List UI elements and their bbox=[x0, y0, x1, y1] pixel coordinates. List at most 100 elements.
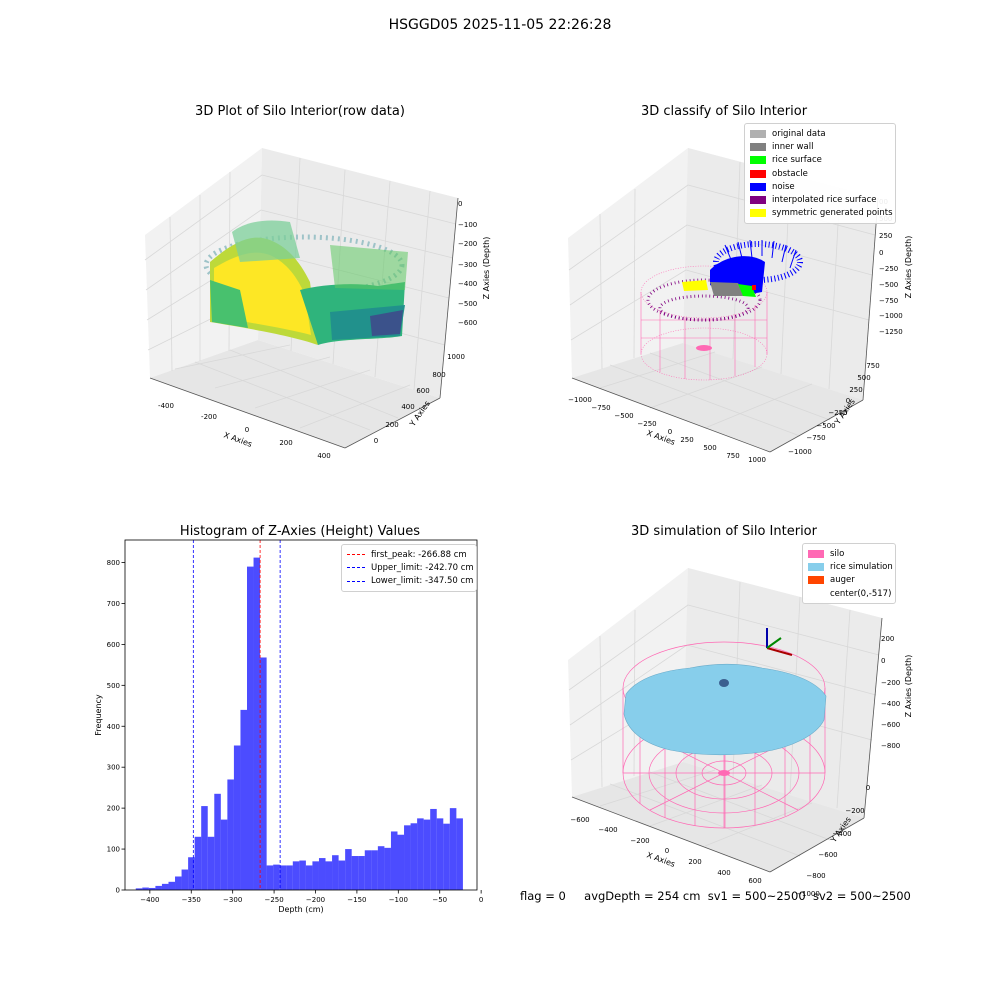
histogram-bar bbox=[220, 819, 228, 890]
y-tick-label: 500 bbox=[107, 682, 120, 690]
legend-label: noise bbox=[772, 181, 795, 192]
histogram-bar bbox=[345, 849, 352, 890]
histogram-bar bbox=[253, 557, 261, 890]
histogram-bar bbox=[227, 779, 234, 890]
legend-entry: first_peak: -266.88 cm bbox=[347, 548, 471, 561]
x-tick-label: −100 bbox=[389, 896, 408, 904]
legend-entry: Upper_limit: -242.70 cm bbox=[347, 561, 474, 574]
legend-entry: inner wall bbox=[750, 140, 890, 153]
histogram-bar bbox=[305, 865, 313, 890]
legend-label: Lower_limit: -347.50 cm bbox=[371, 576, 474, 587]
histogram-bar bbox=[279, 865, 287, 890]
svg-text:250: 250 bbox=[680, 436, 693, 444]
legend-label: center(0,-517) bbox=[830, 588, 892, 599]
legend-label: inner wall bbox=[772, 141, 814, 152]
panel1-y-tick: 800 bbox=[432, 371, 445, 379]
legend-entry: silo bbox=[808, 547, 890, 560]
status-footer: flag = 0 avgDepth = 254 cm sv1 = 500~250… bbox=[520, 889, 911, 903]
legend-label: silo bbox=[830, 548, 845, 559]
svg-text:750: 750 bbox=[866, 362, 879, 370]
svg-text:−1000: −1000 bbox=[879, 312, 903, 320]
legend-label: first_peak: -266.88 cm bbox=[371, 549, 467, 560]
svg-text:−500: −500 bbox=[879, 281, 898, 289]
x-tick-label: −400 bbox=[140, 896, 159, 904]
histogram-bar bbox=[233, 745, 241, 890]
histogram-bar bbox=[201, 806, 208, 890]
x-tick-label: 0 bbox=[479, 896, 483, 904]
svg-text:−1000: −1000 bbox=[796, 890, 820, 898]
panel1-y-tick: 1000 bbox=[447, 353, 465, 361]
svg-text:−600: −600 bbox=[570, 816, 589, 824]
histogram-bar bbox=[456, 818, 463, 890]
svg-text:250: 250 bbox=[879, 232, 892, 240]
legend-swatch bbox=[808, 590, 824, 598]
x-tick-label: −350 bbox=[182, 896, 201, 904]
histogram-bar bbox=[404, 825, 411, 890]
figure-title: HSGGD05 2025-11-05 22:26:28 bbox=[388, 17, 612, 33]
legend-entry: symmetric generated points bbox=[750, 207, 893, 220]
legend-swatch bbox=[808, 562, 824, 571]
panel4-legend: silo rice simulation auger center(0,-517) bbox=[802, 543, 896, 605]
histogram-bar bbox=[318, 858, 326, 890]
panel1-y-tick: 600 bbox=[416, 387, 429, 395]
sv1-range: sv1 = 500~2500 bbox=[707, 889, 806, 903]
legend-swatch bbox=[808, 576, 824, 585]
y-tick-label: 200 bbox=[107, 805, 120, 813]
legend-label: original data bbox=[772, 128, 826, 139]
histogram-bar bbox=[207, 836, 215, 890]
svg-text:500: 500 bbox=[703, 444, 716, 452]
panel3-title: Histogram of Z-Axies (Height) Values bbox=[179, 524, 421, 539]
legend-entry: noise bbox=[750, 180, 890, 193]
svg-text:−250: −250 bbox=[637, 420, 656, 428]
histogram-bar bbox=[449, 808, 457, 890]
histogram-bar bbox=[436, 818, 444, 890]
panel3-legend: first_peak: -266.88 cm Upper_limit: -242.… bbox=[341, 544, 477, 592]
legend-swatch bbox=[750, 129, 766, 138]
histogram-bar bbox=[161, 883, 169, 890]
svg-text:−600: −600 bbox=[818, 851, 837, 859]
flag-status: flag = 0 bbox=[520, 889, 566, 903]
histogram-bar bbox=[384, 847, 391, 890]
histogram-bar bbox=[351, 856, 359, 890]
legend-entry: auger bbox=[808, 574, 890, 587]
panel2-z-axis-label: Z Axies (Depth) bbox=[904, 236, 913, 299]
panel4-auger-center-marker bbox=[719, 679, 729, 687]
avg-depth: avgDepth = 254 cm bbox=[584, 889, 701, 903]
svg-text:200: 200 bbox=[881, 635, 894, 643]
legend-label: rice surface bbox=[772, 155, 822, 166]
histogram-bar bbox=[214, 793, 221, 890]
histogram-bar bbox=[155, 885, 162, 890]
svg-text:200: 200 bbox=[688, 858, 701, 866]
histogram-bar bbox=[135, 888, 143, 890]
legend-entry: original data bbox=[750, 127, 890, 140]
panel2-interpolated-surface bbox=[646, 278, 762, 322]
panel1-x-tick: 200 bbox=[279, 439, 292, 447]
panel1-y-tick: 400 bbox=[401, 403, 414, 411]
panel1-z-tick: 0 bbox=[458, 200, 462, 208]
svg-text:0: 0 bbox=[879, 249, 883, 257]
svg-text:−750: −750 bbox=[879, 297, 898, 305]
svg-text:−750: −750 bbox=[591, 404, 610, 412]
panel1-y-tick: 0 bbox=[374, 437, 378, 445]
panel2-symmetric-points bbox=[682, 280, 708, 291]
legend-label: rice simulation bbox=[830, 561, 893, 572]
histogram-bar bbox=[325, 861, 333, 890]
panel2-classified-plot: −1000 −750 −500 −250 0 250 500 750 1000 … bbox=[568, 148, 913, 464]
histogram-bar bbox=[423, 819, 431, 890]
histogram-bar bbox=[417, 818, 424, 890]
legend-label: auger bbox=[830, 575, 855, 586]
panel2-title: 3D classify of Silo Interior bbox=[640, 104, 808, 119]
panel2-silo-wireframe bbox=[640, 265, 768, 381]
legend-swatch bbox=[750, 182, 766, 191]
histogram-bar bbox=[246, 566, 254, 890]
legend-entry: rice surface bbox=[750, 154, 890, 167]
legend-swatch bbox=[808, 549, 824, 558]
x-tick-label: −200 bbox=[306, 896, 325, 904]
panel1-z-tick: −200 bbox=[458, 240, 477, 248]
legend-line-swatch bbox=[347, 554, 365, 556]
histogram-bar bbox=[188, 857, 195, 890]
legend-line-swatch bbox=[347, 580, 365, 582]
svg-text:250: 250 bbox=[849, 386, 862, 394]
legend-label: Upper_limit: -242.70 cm bbox=[371, 562, 474, 573]
panel1-raw-scatter-plot: -400 -200 0 200 400 0 200 400 600 800 10… bbox=[144, 148, 491, 460]
